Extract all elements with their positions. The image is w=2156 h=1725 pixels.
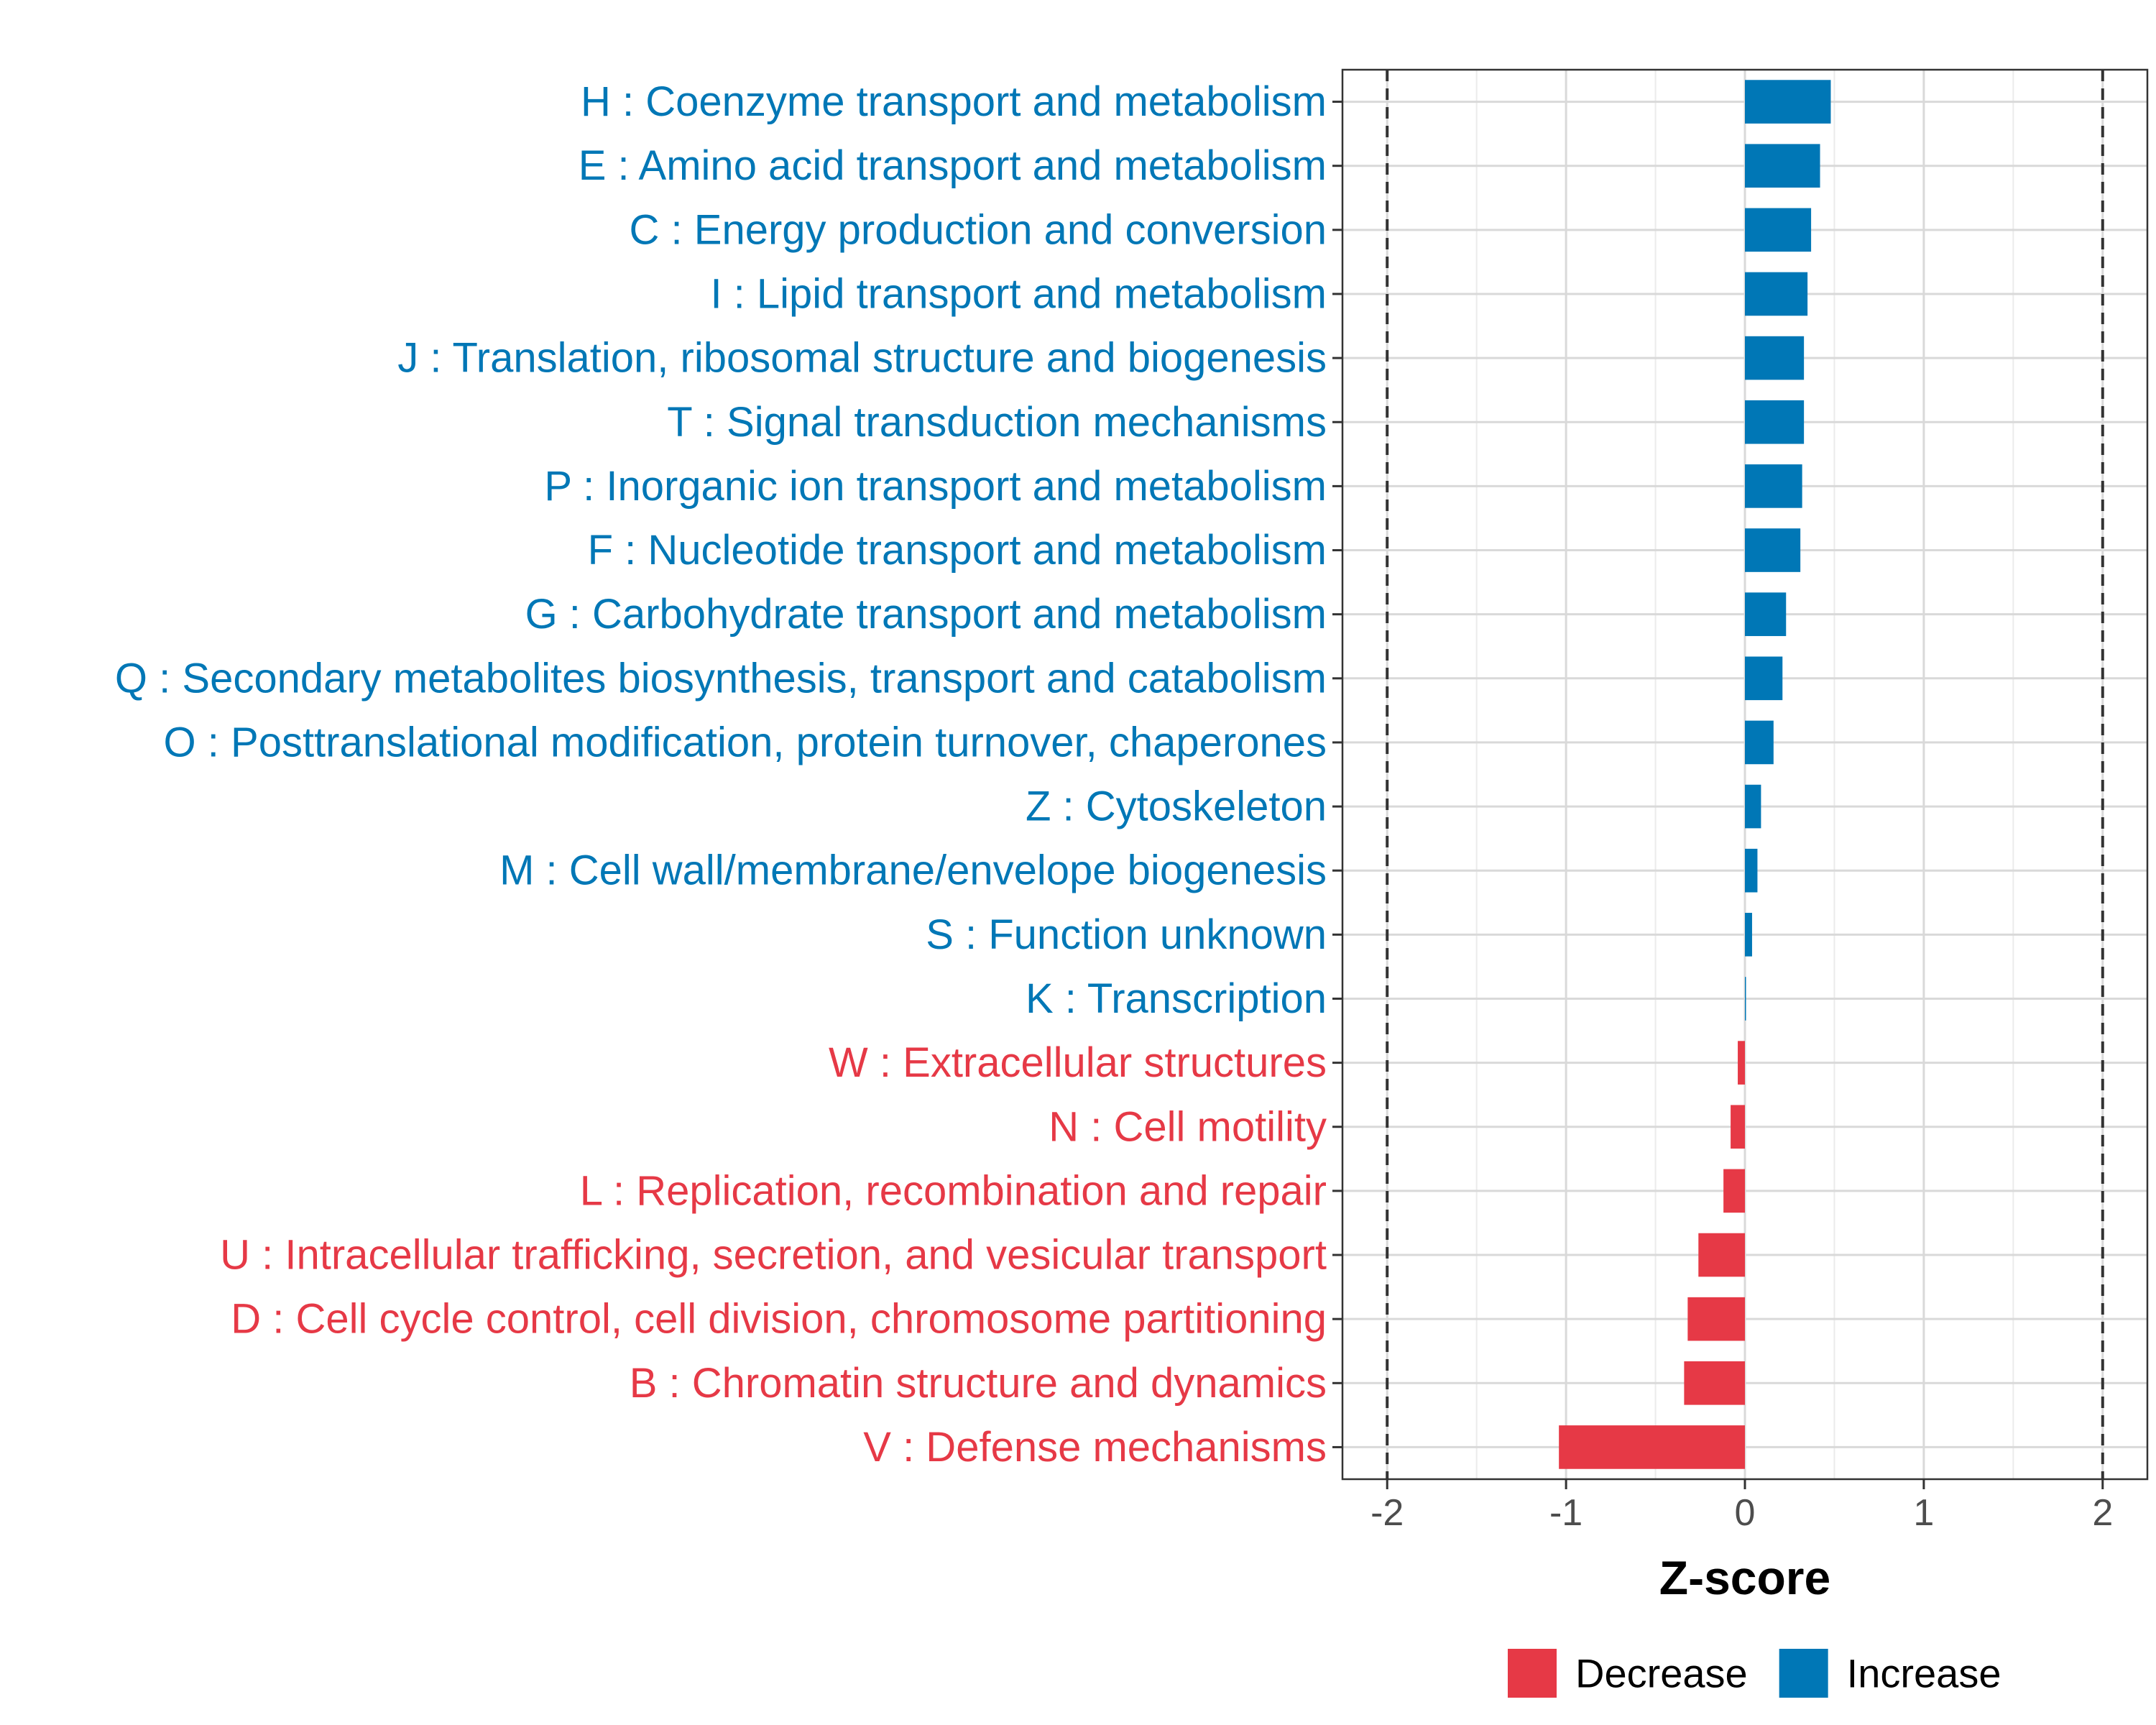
category-label: H : Coenzyme transport and metabolism — [581, 78, 1327, 125]
category-label: B : Chromatin structure and dynamics — [630, 1360, 1327, 1407]
category-label: S : Function unknown — [926, 911, 1327, 958]
bar — [1738, 1041, 1745, 1085]
bar — [1723, 1169, 1745, 1213]
bar — [1745, 977, 1746, 1021]
category-label: F : Nucleotide transport and metabolism — [588, 527, 1327, 574]
bar — [1745, 208, 1812, 252]
category-label: E : Amino acid transport and metabolism — [579, 142, 1327, 189]
legend-label: Increase — [1847, 1651, 2001, 1696]
category-label: T : Signal transduction mechanisms — [667, 399, 1327, 446]
category-label: I : Lipid transport and metabolism — [710, 270, 1327, 317]
bar — [1745, 528, 1801, 572]
x-tick-label: -2 — [1370, 1492, 1404, 1534]
category-label: Z : Cytoskeleton — [1026, 783, 1327, 830]
x-axis-ticks: -2 -1 0 1 2 — [1370, 1479, 2113, 1534]
category-label: M : Cell wall/membrane/envelope biogenes… — [499, 847, 1327, 894]
bar — [1745, 848, 1758, 893]
category-label: L : Replication, recombination and repai… — [580, 1167, 1327, 1214]
x-axis-title: Z-score — [1659, 1551, 1830, 1604]
x-tick-label: -1 — [1549, 1492, 1583, 1534]
category-label: K : Transcription — [1026, 975, 1327, 1022]
category-label: N : Cell motility — [1049, 1103, 1327, 1150]
category-label: J : Translation, ribosomal structure and… — [397, 335, 1327, 382]
legend-swatch — [1779, 1649, 1828, 1698]
x-tick-label: 1 — [1913, 1492, 1934, 1534]
bars — [1559, 80, 1831, 1469]
bar — [1745, 464, 1802, 508]
category-label: V : Defense mechanisms — [863, 1424, 1327, 1471]
x-tick-label: 2 — [2092, 1492, 2113, 1534]
bar — [1731, 1105, 1745, 1149]
bar — [1559, 1425, 1745, 1469]
category-label: W : Extracellular structures — [829, 1039, 1327, 1086]
bar — [1745, 336, 1805, 380]
bar — [1745, 272, 1808, 316]
bar — [1745, 400, 1805, 444]
x-tick-label: 0 — [1735, 1492, 1756, 1534]
bar — [1687, 1297, 1745, 1341]
legend: Decrease Increase — [1508, 1649, 2001, 1698]
category-label: C : Energy production and conversion — [630, 206, 1327, 253]
bar — [1745, 80, 1831, 124]
category-label: Q : Secondary metabolites biosynthesis, … — [115, 655, 1327, 702]
category-label: D : Cell cycle control, cell division, c… — [231, 1296, 1327, 1343]
category-label: U : Intracellular trafficking, secretion… — [220, 1232, 1327, 1279]
bar — [1745, 656, 1783, 701]
bar — [1745, 592, 1787, 636]
threshold-lines — [1386, 70, 2104, 1479]
bar — [1745, 144, 1820, 188]
bar — [1745, 913, 1752, 957]
bar — [1745, 720, 1774, 765]
bar — [1745, 784, 1761, 829]
bar — [1698, 1233, 1745, 1277]
legend-swatch — [1508, 1649, 1557, 1698]
category-label: P : Inorganic ion transport and metaboli… — [544, 463, 1327, 510]
legend-label: Decrease — [1575, 1651, 1748, 1696]
bar — [1684, 1361, 1745, 1405]
category-label: O : Posttranslational modification, prot… — [164, 719, 1327, 765]
category-label: G : Carbohydrate transport and metabolis… — [525, 591, 1327, 638]
category-labels: H : Coenzyme transport and metabolism E :… — [115, 78, 1342, 1471]
